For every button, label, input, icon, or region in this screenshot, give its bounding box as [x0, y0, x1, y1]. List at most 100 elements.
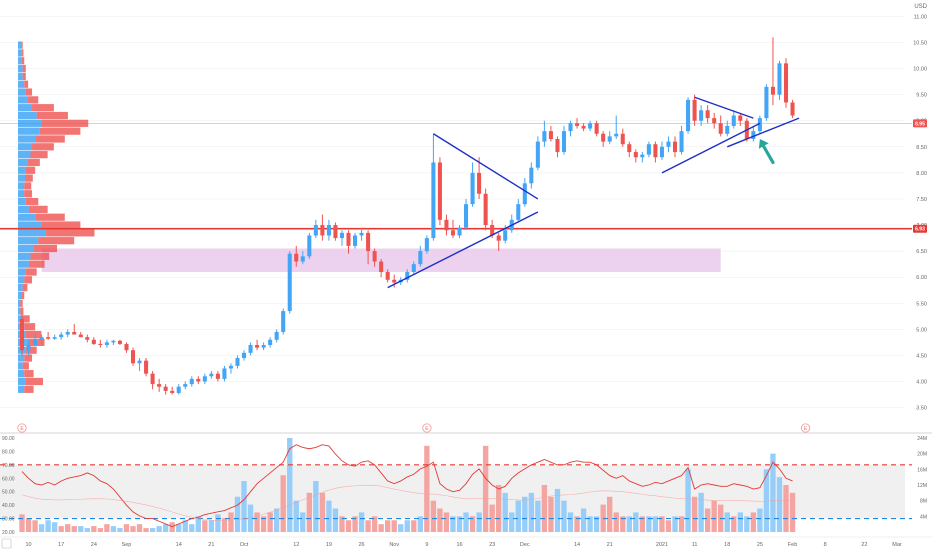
- candle-up: [65, 329, 70, 338]
- volume-bar-down: [228, 512, 234, 532]
- candlestick-series: [19, 37, 795, 395]
- candle-body: [19, 318, 25, 351]
- candle-body: [339, 232, 344, 239]
- trendline: [726, 117, 800, 148]
- candle-body: [770, 86, 775, 95]
- candle-down: [392, 274, 397, 288]
- time-tick-label: 21: [607, 542, 613, 548]
- candle-body: [26, 344, 31, 351]
- volume-bar-down: [691, 496, 698, 532]
- price-tick-label: 9.50: [916, 93, 927, 99]
- time-tick-label: 17: [58, 542, 64, 548]
- candle-body: [91, 339, 96, 344]
- volume-bar-down: [574, 516, 580, 532]
- candle-body: [777, 63, 782, 95]
- candle-body: [450, 230, 456, 236]
- volume-bar-down: [496, 485, 502, 532]
- candle-down: [215, 371, 220, 382]
- profile-bar-up: [18, 190, 25, 198]
- candle-body: [522, 183, 527, 205]
- candle-up: [274, 329, 279, 343]
- price-tick-label: 10.50: [913, 41, 927, 47]
- rsi-tick-label: 20.00: [2, 530, 15, 536]
- profile-bar-down: [27, 158, 40, 167]
- price-level-lines: [0, 123, 912, 230]
- time-tick-label: 19: [326, 542, 332, 548]
- candle-down: [692, 94, 697, 126]
- candle-up: [52, 334, 57, 340]
- candle-body: [529, 167, 534, 184]
- candle-body: [418, 251, 423, 265]
- volume-bar-up: [724, 512, 730, 532]
- profile-bar-up: [18, 221, 42, 229]
- candle-down: [548, 125, 553, 142]
- rsi-signal-line: [21, 484, 793, 521]
- candle-body: [189, 378, 194, 385]
- candle-down: [46, 331, 51, 340]
- candle-up: [241, 350, 247, 361]
- candle-body: [731, 115, 736, 126]
- volume-bar-down: [58, 526, 64, 532]
- volume-bar-up: [234, 496, 241, 532]
- candle-down: [255, 339, 260, 351]
- volume-bar-down: [365, 520, 371, 532]
- candle-body: [783, 63, 789, 103]
- time-tick-label: 9: [425, 542, 428, 548]
- price-axis[interactable]: USD 3.504.004.505.005.506.006.507.007.50…: [913, 4, 927, 412]
- profile-bar-down: [32, 143, 54, 151]
- profile-bar-down: [21, 57, 25, 65]
- candle-down: [320, 214, 325, 241]
- time-tick-label: 18: [724, 542, 730, 548]
- time-tick-label: Nov: [389, 542, 399, 548]
- candle-up: [176, 384, 181, 395]
- volume-bar-down: [731, 516, 737, 532]
- volume-bar-up: [698, 492, 704, 532]
- candle-body: [437, 162, 442, 220]
- profile-bar-up: [18, 80, 25, 88]
- candle-up: [699, 105, 704, 126]
- candle-body: [535, 141, 540, 168]
- candle-down: [672, 136, 678, 158]
- candle-down: [633, 149, 638, 163]
- time-tick-label: 2021: [656, 542, 668, 548]
- time-tick-label: Mar: [892, 542, 902, 548]
- volume-bar-up: [78, 526, 84, 532]
- profile-bar-up: [18, 88, 26, 96]
- volume-bar-up: [593, 516, 600, 532]
- time-tick-label: Feb: [788, 542, 797, 548]
- earnings-marker: [800, 423, 811, 433]
- candle-body: [490, 225, 495, 236]
- candle-body: [581, 125, 586, 129]
- volume-bar-up: [515, 500, 521, 532]
- profile-bar-down: [21, 291, 25, 300]
- rsi-line: [21, 444, 793, 528]
- candle-body: [601, 133, 606, 142]
- profile-bar-up: [18, 362, 23, 370]
- candle-up: [359, 227, 364, 241]
- volume-bar-up: [776, 477, 783, 532]
- volume-bar-down: [750, 512, 757, 532]
- candle-down: [620, 128, 625, 147]
- candle-down: [601, 131, 606, 147]
- candle-up: [614, 115, 619, 139]
- profile-bar-up: [18, 174, 26, 182]
- volume-bar-up: [313, 481, 319, 532]
- candle-down: [150, 371, 155, 390]
- candle-body: [235, 358, 240, 366]
- arrow-shaft: [761, 143, 775, 165]
- volume-bar-up: [241, 481, 247, 532]
- volume-bar-up: [84, 528, 90, 532]
- candle-up: [529, 162, 534, 189]
- volume-bar-down: [789, 492, 796, 532]
- volume-tick-label: 20M: [917, 452, 927, 458]
- volume-bar-down: [469, 516, 476, 532]
- time-axis[interactable]: 10 17 24 Sep 14 21 Oct 12 19 26 Nov 9 16 23 Dec 14 21 202…: [0, 536, 932, 549]
- candle-body: [104, 342, 109, 345]
- candle-down: [19, 313, 25, 356]
- profile-bar-up: [18, 276, 25, 284]
- volume-bar-up: [358, 512, 365, 532]
- candle-body: [78, 334, 83, 338]
- volume-bar-up: [672, 516, 678, 532]
- volume-bar-up: [587, 516, 593, 532]
- profile-bar-up: [18, 377, 26, 386]
